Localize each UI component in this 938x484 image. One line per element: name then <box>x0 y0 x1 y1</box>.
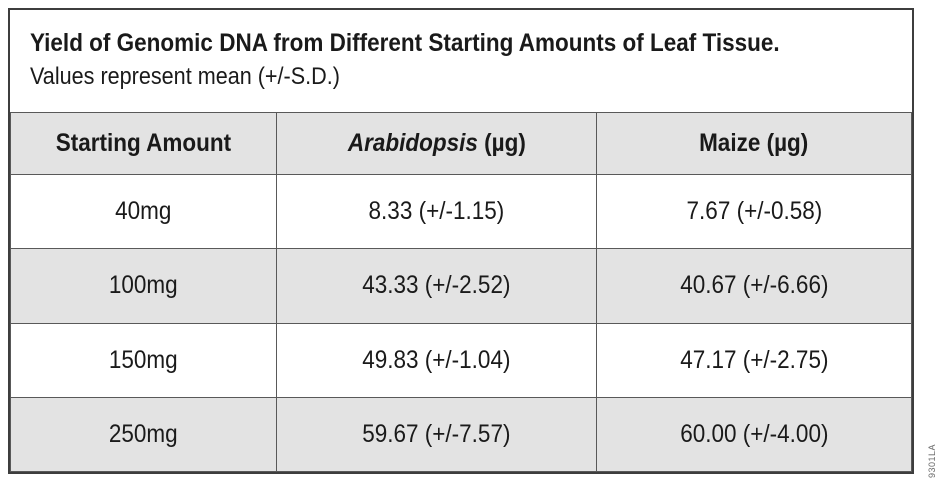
table-row: 150mg 49.83 (+/-1.04) 47.17 (+/-2.75) <box>10 322 912 398</box>
col-header-arabidopsis-label: Arabidopsis (µg) <box>347 129 525 158</box>
arabidopsis-yield-value: 43.33 (+/-2.52) <box>362 271 511 300</box>
arabidopsis-italic-text: Arabidopsis <box>347 129 478 157</box>
cell-starting-amount: 250mg <box>10 396 277 473</box>
maize-yield-value: 60.00 (+/-4.00) <box>679 419 829 448</box>
table-row: 250mg 59.67 (+/-7.57) 60.00 (+/-4.00) <box>10 396 912 473</box>
arabidopsis-yield-value: 49.83 (+/-1.04) <box>362 345 511 374</box>
col-header-arabidopsis: Arabidopsis (µg) <box>276 112 597 175</box>
maize-yield-value: 40.67 (+/-6.66) <box>679 271 829 300</box>
cell-maize-yield: 47.17 (+/-2.75) <box>596 322 912 398</box>
figure-title-block: Yield of Genomic DNA from Different Star… <box>10 10 912 112</box>
col-header-starting-amount-label: Starting Amount <box>55 129 232 157</box>
table-figure-frame: Yield of Genomic DNA from Different Star… <box>8 8 914 474</box>
col-header-maize: Maize (µg) <box>596 112 912 175</box>
figure-part-code: 9301LA <box>927 443 937 478</box>
starting-amount-value: 150mg <box>109 345 178 374</box>
table-row: 40mg 8.33 (+/-1.15) 7.67 (+/-0.58) <box>10 173 912 250</box>
maize-yield-value: 7.67 (+/-0.58) <box>686 197 822 226</box>
maize-yield-value: 47.17 (+/-2.75) <box>679 345 829 374</box>
arabidopsis-yield-value: 8.33 (+/-1.15) <box>368 197 505 226</box>
figure-subtitle: Values represent mean (+/-S.D.) <box>30 63 340 91</box>
yield-table: Starting Amount Arabidopsis (µg) Maize (… <box>10 112 912 473</box>
starting-amount-value: 40mg <box>115 197 172 226</box>
cell-maize-yield: 40.67 (+/-6.66) <box>596 248 912 324</box>
cell-starting-amount: 150mg <box>10 322 277 398</box>
cell-arabidopsis-yield: 43.33 (+/-2.52) <box>276 248 597 324</box>
cell-arabidopsis-yield: 8.33 (+/-1.15) <box>276 173 597 250</box>
cell-starting-amount: 100mg <box>10 248 277 324</box>
figure-title: Yield of Genomic DNA from Different Star… <box>30 29 780 57</box>
cell-maize-yield: 7.67 (+/-0.58) <box>596 173 912 250</box>
cell-maize-yield: 60.00 (+/-4.00) <box>596 396 912 473</box>
cell-starting-amount: 40mg <box>10 173 277 250</box>
cell-arabidopsis-yield: 49.83 (+/-1.04) <box>276 322 597 398</box>
table-header-row: Starting Amount Arabidopsis (µg) Maize (… <box>10 112 912 175</box>
arabidopsis-unit-text: (µg) <box>477 129 526 157</box>
arabidopsis-yield-value: 59.67 (+/-7.57) <box>362 419 511 448</box>
col-header-maize-label: Maize (µg) <box>699 129 809 157</box>
col-header-starting-amount: Starting Amount <box>10 112 277 175</box>
starting-amount-value: 100mg <box>109 271 178 300</box>
table-row: 100mg 43.33 (+/-2.52) 40.67 (+/-6.66) <box>10 248 912 324</box>
cell-arabidopsis-yield: 59.67 (+/-7.57) <box>276 396 597 473</box>
starting-amount-value: 250mg <box>109 419 178 448</box>
